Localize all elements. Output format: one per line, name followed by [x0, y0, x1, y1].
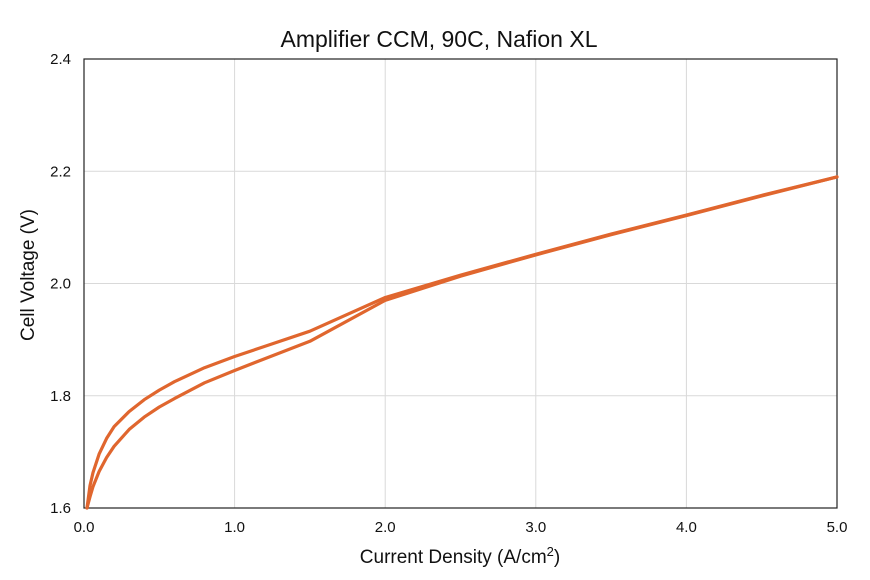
x-tick-label: 3.0 [525, 519, 546, 536]
x-tick-labels: 0.0 1.0 2.0 3.0 4.0 5.0 [74, 519, 848, 536]
x-axis-title-end: ) [554, 547, 560, 568]
y-tick-label: 1.6 [50, 500, 71, 517]
chart-title: Amplifier CCM, 90C, Nafion XL [281, 26, 598, 52]
x-tick-label: 0.0 [74, 519, 95, 536]
x-axis-title-main: Current Density (A/cm [360, 547, 547, 568]
series-line-1 [85, 175, 839, 510]
y-tick-label: 2.2 [50, 163, 71, 180]
x-tick-label: 1.0 [224, 519, 245, 536]
x-tick-label: 4.0 [676, 519, 697, 536]
y-tick-label: 2.4 [50, 51, 71, 68]
series-layer [85, 175, 839, 510]
x-tick-label: 5.0 [827, 519, 848, 536]
series-line-2 [85, 175, 839, 510]
x-tick-label: 2.0 [375, 519, 396, 536]
y-tick-labels: 1.6 1.8 2.0 2.2 2.4 [50, 51, 71, 517]
grid [84, 59, 837, 508]
y-tick-label: 2.0 [50, 276, 71, 293]
plot-frame [83, 58, 838, 509]
x-axis-title-superscript: 2 [547, 544, 554, 559]
y-axis-title: Cell Voltage (V) [18, 209, 39, 341]
x-axis-title: Current Density (A/cm2) [360, 544, 560, 568]
y-tick-label: 1.8 [50, 388, 71, 405]
